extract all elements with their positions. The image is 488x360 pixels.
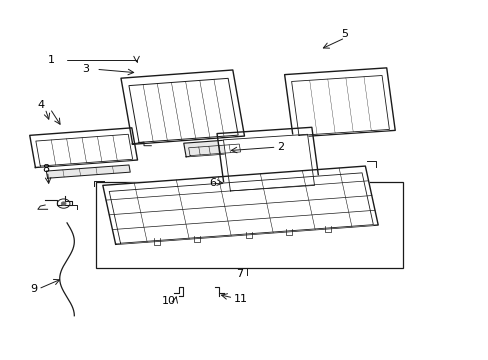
Polygon shape <box>36 134 132 166</box>
Polygon shape <box>217 127 319 193</box>
Polygon shape <box>46 165 130 178</box>
Text: 8: 8 <box>42 163 50 174</box>
Text: 11: 11 <box>233 294 247 303</box>
Text: 10: 10 <box>161 296 175 306</box>
Text: 4: 4 <box>38 100 45 110</box>
Polygon shape <box>223 134 314 191</box>
Polygon shape <box>291 76 388 135</box>
Polygon shape <box>102 166 377 244</box>
Text: 3: 3 <box>82 64 89 74</box>
Polygon shape <box>188 144 240 156</box>
Polygon shape <box>30 128 137 167</box>
Text: 9: 9 <box>31 284 38 294</box>
Polygon shape <box>183 139 244 157</box>
Polygon shape <box>109 173 372 243</box>
Text: 2: 2 <box>277 142 284 152</box>
Polygon shape <box>284 68 394 137</box>
Text: 6: 6 <box>209 177 216 188</box>
Polygon shape <box>121 70 244 144</box>
Text: 5: 5 <box>341 29 348 39</box>
Bar <box>96 182 402 267</box>
Text: 7: 7 <box>236 269 243 279</box>
Polygon shape <box>129 78 238 143</box>
Text: 1: 1 <box>48 55 55 65</box>
Circle shape <box>61 202 66 205</box>
